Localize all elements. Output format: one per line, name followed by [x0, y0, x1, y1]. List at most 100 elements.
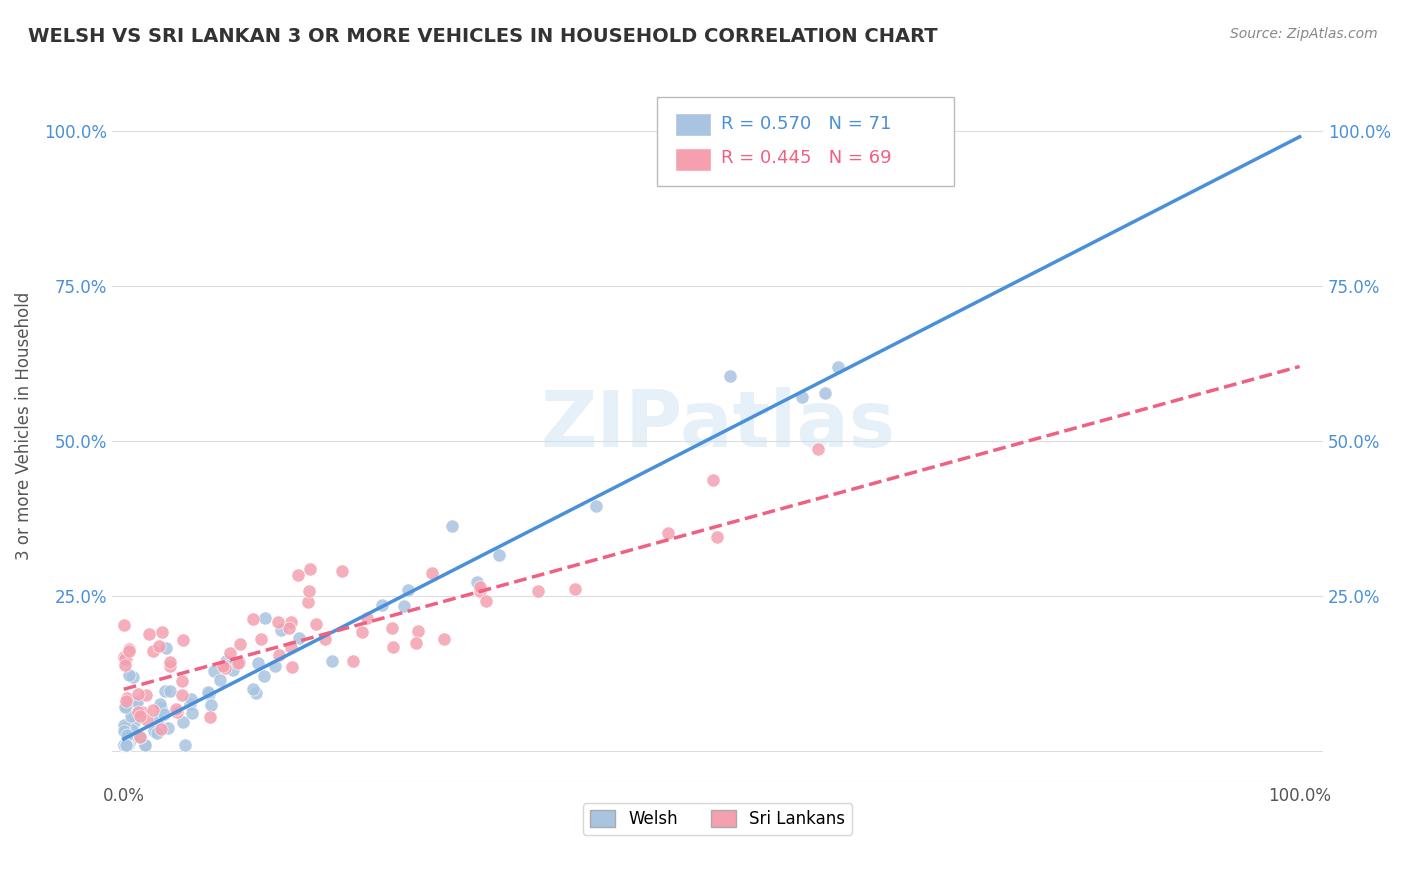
Point: [153, 706, 176, 721]
Point: [115, 690, 138, 705]
Point: [564, 582, 586, 596]
Point: [657, 526, 679, 541]
Point: [142, 644, 165, 658]
Point: [277, 621, 299, 635]
Point: [585, 500, 607, 514]
Point: [121, 721, 143, 735]
Point: [114, 652, 136, 666]
Y-axis label: 3 or more Vehicles in Household: 3 or more Vehicles in Household: [15, 292, 32, 559]
Point: [211, 659, 233, 673]
Point: [146, 726, 169, 740]
Point: [159, 684, 181, 698]
Point: [208, 673, 231, 687]
Point: [352, 625, 374, 640]
Point: [245, 686, 267, 700]
Point: [149, 723, 172, 737]
Point: [267, 615, 290, 630]
Point: [474, 593, 496, 607]
Point: [180, 706, 202, 720]
Point: [526, 584, 548, 599]
Point: [114, 738, 136, 752]
Point: [112, 738, 135, 752]
Bar: [675, 113, 711, 136]
Point: [200, 698, 222, 712]
Point: [314, 632, 336, 647]
Point: [122, 670, 145, 684]
Point: [170, 688, 193, 702]
Point: [433, 632, 456, 647]
Point: [179, 697, 201, 711]
Point: [706, 530, 728, 544]
Point: [250, 632, 273, 646]
Point: [125, 695, 148, 709]
Point: [280, 640, 302, 655]
Point: [172, 715, 194, 730]
Point: [112, 738, 135, 752]
Point: [115, 698, 138, 713]
Point: [142, 703, 165, 717]
Point: [298, 562, 321, 576]
Point: [135, 688, 157, 702]
Text: Source: ZipAtlas.com: Source: ZipAtlas.com: [1230, 27, 1378, 41]
Point: [121, 711, 143, 725]
Point: [117, 728, 139, 742]
Point: [342, 654, 364, 668]
Point: [115, 738, 138, 752]
Point: [112, 718, 135, 732]
Legend: Welsh, Sri Lankans: Welsh, Sri Lankans: [583, 803, 852, 835]
Point: [127, 687, 149, 701]
Point: [287, 568, 309, 582]
Point: [172, 633, 194, 648]
Point: [153, 684, 176, 698]
Point: [120, 709, 142, 723]
Point: [112, 724, 135, 739]
Point: [406, 624, 429, 638]
Point: [270, 623, 292, 637]
Point: [468, 583, 491, 598]
Point: [468, 580, 491, 594]
Point: [253, 611, 276, 625]
Point: [263, 659, 285, 673]
Point: [148, 640, 170, 654]
Point: [246, 656, 269, 670]
Point: [112, 618, 135, 632]
Point: [790, 390, 813, 404]
FancyBboxPatch shape: [657, 97, 953, 186]
Point: [136, 713, 159, 727]
Point: [280, 615, 302, 629]
Point: [121, 723, 143, 738]
Point: [166, 705, 188, 719]
Point: [127, 706, 149, 720]
Point: [197, 685, 219, 699]
Point: [405, 636, 427, 650]
Point: [228, 637, 250, 651]
Point: [112, 738, 135, 752]
Point: [125, 698, 148, 712]
Point: [288, 631, 311, 645]
Point: [371, 598, 394, 612]
Point: [114, 738, 136, 752]
Point: [122, 714, 145, 729]
Point: [702, 474, 724, 488]
Point: [148, 697, 170, 711]
Point: [420, 566, 443, 580]
Point: [396, 583, 419, 598]
Text: ZIPatlas: ZIPatlas: [540, 387, 896, 464]
Point: [142, 723, 165, 738]
Point: [305, 616, 328, 631]
Point: [827, 359, 849, 374]
Point: [114, 738, 136, 752]
Point: [165, 702, 187, 716]
Point: [198, 687, 221, 701]
Point: [807, 442, 830, 456]
Point: [129, 730, 152, 744]
Point: [114, 651, 136, 665]
Point: [173, 738, 195, 752]
Point: [114, 657, 136, 672]
Point: [118, 643, 141, 657]
Point: [465, 575, 488, 590]
Point: [134, 738, 156, 752]
Point: [488, 548, 510, 562]
Point: [330, 564, 353, 578]
Point: [356, 611, 378, 625]
